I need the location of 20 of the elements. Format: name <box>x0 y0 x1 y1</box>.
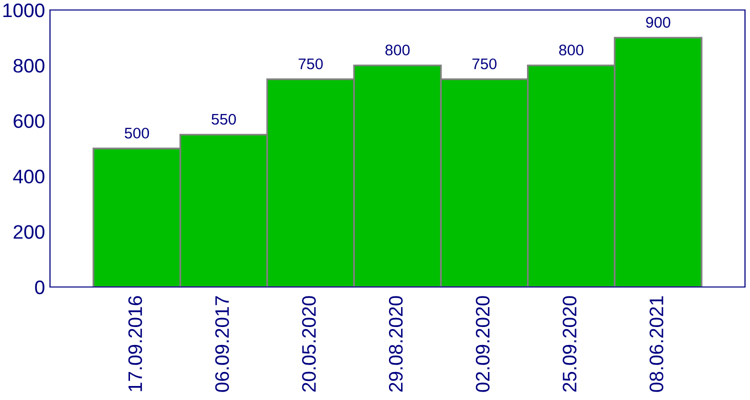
x-tick-label: 20.05.2020 <box>302 296 316 392</box>
y-tick-label: 800 <box>14 58 44 73</box>
data-label: 550 <box>212 114 236 125</box>
data-label: 800 <box>559 44 584 56</box>
y-tick-label: 200 <box>14 225 44 239</box>
data-label: 750 <box>298 58 323 70</box>
y-tick-label: 0 <box>35 280 44 294</box>
x-tick-label: 17.09.2016 <box>128 296 142 392</box>
x-tick-label: 08.06.2021 <box>650 296 664 392</box>
x-tick-label: 25.09.2020 <box>562 296 576 392</box>
data-label: 800 <box>385 44 410 56</box>
x-tick-label: 29.08.2020 <box>388 296 403 392</box>
data-label: 750 <box>472 58 497 70</box>
y-tick-label: 1000 <box>3 3 44 18</box>
data-label: 500 <box>124 128 150 139</box>
y-tick-label: 400 <box>13 170 44 184</box>
data-label: 900 <box>646 16 670 28</box>
x-tick-label: 02.09.2020 <box>476 296 490 392</box>
x-tick-label: 06.09.2017 <box>215 296 229 392</box>
y-tick-label: 600 <box>14 114 44 128</box>
